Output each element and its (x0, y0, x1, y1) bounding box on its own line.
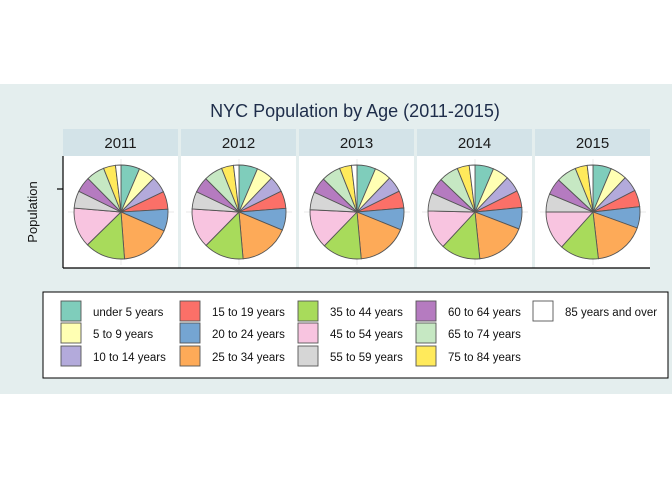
chart-title: NYC Population by Age (2011-2015) (210, 101, 500, 121)
y-axis-label: Population (25, 181, 40, 242)
facet-panel-2015: 2015 (535, 129, 650, 268)
legend-label: 15 to 19 years (212, 307, 285, 319)
facet-panel-2014: 2014 (417, 129, 532, 268)
legend-box (42, 291, 669, 379)
facet-panel-2013: 2013 (299, 129, 414, 268)
legend-label: 75 to 84 years (448, 352, 521, 364)
legend-item-under-5-years: under 5 years (60, 300, 164, 322)
legend-label: 65 to 74 years (448, 329, 521, 341)
legend-item-5-to-9-years: 5 to 9 years (60, 322, 153, 344)
facet-strip (535, 129, 650, 156)
legend-label: 20 to 24 years (212, 329, 285, 341)
pie-slice-2013-25-to-34-years (356, 211, 402, 260)
facet-panels: 2011 2012 2013 2014 2015 (63, 129, 650, 268)
legend-item-65-to-74-years: 65 to 74 years (415, 322, 521, 344)
legend-label: 35 to 44 years (330, 307, 403, 319)
legend-swatch (415, 345, 437, 367)
legend: under 5 years 5 to 9 years 10 to 14 years 1… (60, 300, 657, 367)
legend-label: 25 to 34 years (212, 352, 285, 364)
facet-strip (299, 129, 414, 156)
facet-label: 2015 (576, 135, 609, 152)
legend-label: 45 to 54 years (330, 329, 403, 341)
pie-slice-2013-85-years-and-over (350, 164, 358, 213)
legend-label: 60 to 64 years (448, 307, 521, 319)
legend-swatch (415, 300, 437, 322)
legend-item-25-to-34-years: 25 to 34 years (179, 345, 285, 367)
legend-item-60-to-64-years: 60 to 64 years (415, 300, 521, 322)
pie-slice-2011-85-years-and-over (114, 164, 122, 213)
legend-label: 85 years and over (565, 307, 657, 319)
pie-slice-2012-85-years-and-over (232, 164, 240, 213)
pie-slice-2014-85-years-and-over (468, 164, 476, 213)
facet-panel-2012: 2012 (181, 129, 296, 268)
legend-item-85-years-and-over: 85 years and over (532, 300, 657, 322)
pie-slice-2011-25-to-34-years (120, 211, 165, 260)
legend-swatch (297, 322, 319, 344)
legend-swatch (60, 300, 82, 322)
facet-label: 2014 (458, 135, 491, 152)
pie-slice-2015-25-to-34-years (592, 211, 638, 260)
facet-label: 2013 (340, 135, 373, 152)
legend-swatch (297, 345, 319, 367)
legend-swatch (179, 300, 201, 322)
facet-strip (63, 129, 178, 156)
legend-label: 10 to 14 years (93, 352, 166, 364)
legend-swatch (415, 322, 437, 344)
pie-slice-2012-25-to-34-years (238, 211, 283, 260)
facet-label: 2011 (104, 135, 136, 152)
legend-item-75-to-84-years: 75 to 84 years (415, 345, 521, 367)
legend-swatch (60, 322, 82, 344)
pie-slice-2015-85-years-and-over (586, 164, 594, 213)
legend-swatch (297, 300, 319, 322)
pie-slice-2014-25-to-34-years (474, 211, 520, 260)
facet-strip (417, 129, 532, 156)
legend-item-20-to-24-years: 20 to 24 years (179, 322, 285, 344)
legend-label: under 5 years (93, 307, 164, 319)
legend-item-55-to-59-years: 55 to 59 years (297, 345, 403, 367)
legend-item-15-to-19-years: 15 to 19 years (179, 300, 285, 322)
legend-label: 5 to 9 years (93, 329, 153, 341)
legend-item-35-to-44-years: 35 to 44 years (297, 300, 403, 322)
legend-swatch (60, 345, 82, 367)
facet-strip (181, 129, 296, 156)
legend-swatch (532, 300, 554, 322)
facet-panel-2011: 2011 (63, 129, 178, 268)
legend-item-45-to-54-years: 45 to 54 years (297, 322, 403, 344)
facet-label: 2012 (222, 135, 255, 152)
legend-swatch (179, 322, 201, 344)
legend-swatch (179, 345, 201, 367)
legend-label: 55 to 59 years (330, 352, 403, 364)
legend-item-10-to-14-years: 10 to 14 years (60, 345, 166, 367)
